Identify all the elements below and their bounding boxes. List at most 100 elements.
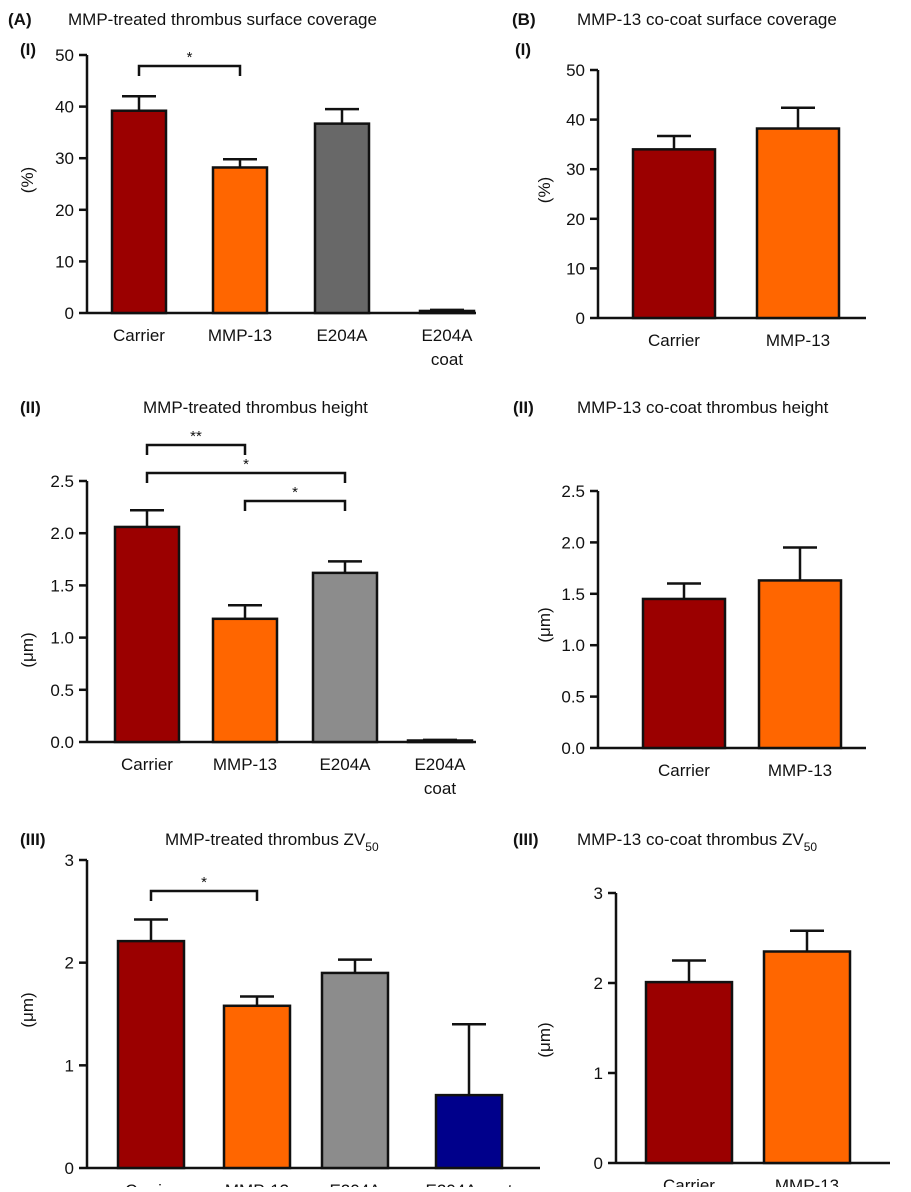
x-tick-label: Carrier	[658, 761, 710, 780]
y-tick-label: 2.0	[561, 533, 585, 552]
bar	[313, 122, 371, 315]
y-tick-label: 50	[566, 61, 585, 80]
x-tick-label: MMP-13	[766, 331, 830, 350]
x-tick-label: MMP-13	[213, 755, 277, 774]
y-axis-label: (μm)	[18, 632, 37, 667]
y-tick-label: 20	[566, 210, 585, 229]
row-label: (I)	[515, 40, 531, 59]
bar	[644, 980, 734, 1165]
y-tick-label: 0.0	[50, 733, 74, 752]
y-tick-label: 3	[594, 884, 603, 903]
bar	[631, 148, 717, 320]
chart-a3: (III) MMP-treated thrombus ZV50 (μm) 0 1 2 3 Ca…	[18, 830, 540, 1192]
row-label: (II)	[20, 398, 41, 417]
x-tick-label: coat	[424, 779, 456, 798]
chart-b1: (I) MMP-13 co-coat surface coverage (%) 0 10…	[515, 10, 866, 350]
significance-bracket	[243, 499, 347, 511]
y-tick-label: 0.0	[561, 739, 585, 758]
chart-title: MMP-treated thrombus surface coverage	[68, 10, 377, 29]
bar	[211, 166, 269, 315]
x-tick-label: E204A	[316, 326, 368, 345]
y-axis-label: (μm)	[535, 1022, 554, 1057]
chart-title: MMP-treated thrombus ZV50	[165, 830, 379, 854]
y-tick-label: 1	[594, 1064, 603, 1083]
bar	[757, 579, 843, 750]
y-tick-label: 50	[55, 46, 74, 65]
y-tick-label: 10	[566, 259, 585, 278]
bar	[641, 597, 727, 750]
y-axis-label: (μm)	[18, 992, 37, 1027]
bar	[320, 971, 390, 1170]
bar	[113, 525, 181, 744]
chart-title-subscript: 50	[365, 840, 379, 854]
y-axis-label: (%)	[18, 167, 37, 193]
y-tick-label: 1.5	[561, 585, 585, 604]
x-tick-label: Carrier	[648, 331, 700, 350]
significance-label: *	[243, 456, 249, 473]
significance-label: *	[201, 874, 207, 891]
chart-a1: (I) MMP-treated thrombus surface coverage…	[18, 10, 476, 369]
chart-title: MMP-13 co-coat thrombus height	[577, 398, 829, 417]
significance-label: *	[187, 49, 193, 66]
significance-bracket	[145, 471, 347, 483]
y-tick-label: 40	[55, 98, 74, 117]
bar	[755, 127, 841, 320]
y-tick-label: 0.5	[50, 681, 74, 700]
chart-b3: (III) MMP-13 co-coat thrombus ZV50 (μm) 0 1 2…	[513, 830, 890, 1192]
y-tick-label: 40	[566, 111, 585, 130]
y-axis-label: (μm)	[535, 607, 554, 642]
bar	[311, 571, 379, 744]
chart-title: MMP-13 co-coat thrombus ZV50	[577, 830, 817, 854]
row-label: (I)	[20, 40, 36, 59]
y-tick-label: 0.5	[561, 688, 585, 707]
bar	[116, 939, 186, 1170]
x-tick-label: MMP-13	[775, 1176, 839, 1187]
y-tick-label: 0	[594, 1154, 603, 1173]
row-label: (III)	[513, 830, 539, 849]
chart-b2: (II) MMP-13 co-coat thrombus height (μm) 0.…	[513, 398, 866, 780]
y-tick-label: 1	[65, 1056, 74, 1075]
y-tick-label: 0	[576, 309, 585, 328]
y-tick-label: 0	[65, 304, 74, 323]
y-tick-label: 0	[65, 1159, 74, 1178]
bar	[110, 109, 168, 315]
x-tick-label: E204A	[414, 755, 466, 774]
bar	[222, 1004, 292, 1170]
bar	[211, 617, 279, 744]
x-tick-label: Carrier	[121, 755, 173, 774]
panel-label-a: (A)	[8, 10, 32, 29]
significance-bracket	[137, 64, 242, 76]
chart-a2: (II) MMP-treated thrombus height (μm) 0.0 0.…	[18, 398, 476, 798]
bar	[418, 309, 476, 315]
y-tick-label: 2	[594, 974, 603, 993]
panel-label-b: (B)	[512, 10, 536, 29]
y-tick-label: 10	[55, 252, 74, 271]
y-tick-label: 30	[566, 160, 585, 179]
y-tick-label: 2.5	[50, 472, 74, 491]
bar	[762, 950, 852, 1165]
chart-title: MMP-treated thrombus height	[143, 398, 368, 417]
row-label: (II)	[513, 398, 534, 417]
y-tick-label: 2.5	[561, 482, 585, 501]
y-tick-label: 1.0	[561, 636, 585, 655]
x-tick-label: Carrier	[125, 1181, 177, 1187]
x-tick-label: MMP-13	[225, 1181, 289, 1187]
significance-bracket	[145, 443, 247, 455]
x-tick-label: Carrier	[113, 326, 165, 345]
row-label: (III)	[20, 830, 46, 849]
significance-label: **	[190, 428, 202, 445]
y-tick-label: 20	[55, 201, 74, 220]
y-tick-label: 30	[55, 149, 74, 168]
x-tick-label: E204A	[421, 326, 473, 345]
bar	[434, 1093, 504, 1170]
y-tick-label: 3	[65, 851, 74, 870]
y-tick-label: 2.0	[50, 524, 74, 543]
x-tick-label: Carrier	[663, 1176, 715, 1187]
x-tick-label: E204A	[319, 755, 371, 774]
x-tick-label: E204A	[329, 1181, 381, 1187]
chart-title: MMP-13 co-coat surface coverage	[577, 10, 837, 29]
significance-bracket	[149, 889, 259, 901]
y-tick-label: 1.0	[50, 629, 74, 648]
